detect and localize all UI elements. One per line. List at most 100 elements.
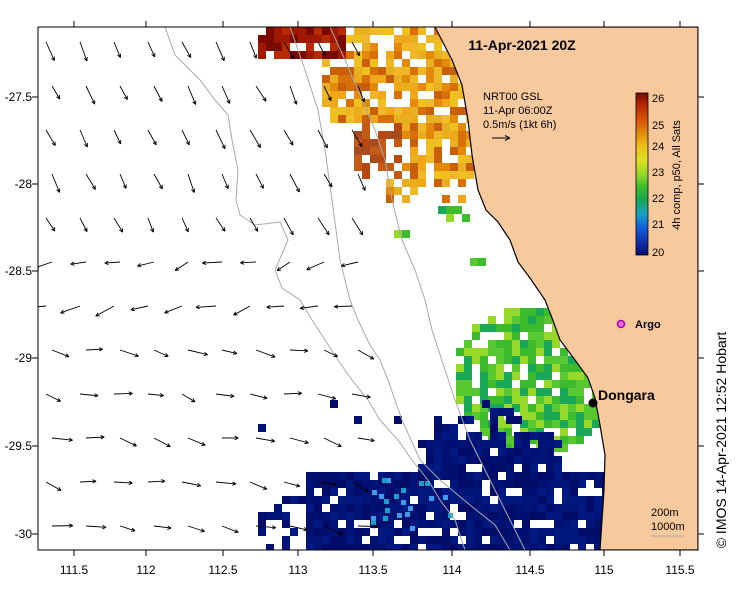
sst-pixel [578, 536, 586, 544]
current-arrow-head [196, 482, 202, 488]
y-tick-label: -28.5 [5, 264, 33, 278]
sst-pixel [354, 91, 362, 99]
sst-pixel [362, 147, 370, 155]
town-dot-icon[interactable] [588, 398, 598, 408]
sst-pixel [466, 528, 474, 536]
sst-pixel [426, 448, 434, 456]
sst-pixel [576, 372, 584, 380]
sst-pixel [562, 496, 570, 504]
sst-pixel [568, 420, 576, 428]
current-arrow [137, 261, 155, 267]
x-tick-label: 114 [442, 563, 461, 577]
sst-pixel [552, 420, 560, 428]
sst-pixel [560, 348, 568, 356]
argo-icon[interactable] [616, 319, 626, 329]
sst-pixel [528, 308, 536, 316]
sst-pixel [592, 420, 600, 428]
argo-marker[interactable]: Argo [616, 319, 661, 331]
current-arrow-head [185, 140, 190, 146]
sst-pixel [362, 544, 370, 550]
sst-pixel [434, 83, 442, 91]
x-tick-label: 115.5 [665, 563, 694, 577]
sst-pixel [520, 396, 528, 404]
sst-pixel [594, 512, 602, 520]
sst-pixel [488, 364, 496, 372]
current-arrow [249, 393, 268, 399]
sst-pixel [346, 528, 354, 536]
sst-pixel [466, 496, 474, 504]
sst-pixel [554, 504, 562, 512]
sst-pixel [594, 480, 602, 488]
sst-pixel [560, 364, 568, 372]
sst-pixel [402, 27, 410, 35]
current-arrow [51, 437, 73, 441]
current-arrow [79, 41, 88, 62]
sst-pixel [370, 27, 378, 35]
sst-pixel [330, 520, 338, 528]
sst-pixel [474, 488, 482, 496]
sst-pixel [498, 496, 506, 504]
current-arrow-head [200, 528, 205, 533]
sst-pixel [306, 536, 314, 544]
annotation-time: 11-Apr 06:00Z [483, 105, 553, 117]
sst-pixel [504, 308, 512, 316]
sst-pixel [528, 324, 536, 332]
sst-pixel [514, 472, 522, 480]
sst-pixel [544, 308, 552, 316]
sst-pixel [536, 372, 544, 380]
sst-pixel [362, 504, 370, 512]
sst-pixel [402, 520, 410, 528]
sst-pixel [544, 380, 552, 388]
sst-pixel [562, 528, 570, 536]
sst-pixel [330, 99, 338, 107]
current-arrow-head [201, 441, 206, 446]
sst-pixel [514, 440, 522, 448]
sst-pixel [498, 408, 506, 416]
sst-pixel [314, 51, 322, 59]
sst-pixel [410, 544, 418, 550]
current-arrow [147, 480, 166, 483]
sst-pixel [474, 440, 482, 448]
sst-pixel [480, 420, 488, 428]
sst-pixel [442, 171, 450, 179]
sst-pixel [506, 520, 514, 528]
sst-pixel [514, 480, 522, 488]
sst-pixel [338, 496, 346, 504]
sst-pixel [490, 544, 498, 550]
sst-pixel [378, 536, 386, 544]
current-arrow [334, 305, 353, 308]
sst-pixel [472, 412, 480, 420]
sst-pixel [546, 432, 554, 440]
sst-pixel [442, 91, 450, 99]
sst-pixel [298, 35, 306, 43]
current-arrow-head [370, 438, 375, 443]
sst-pixel [386, 512, 394, 520]
current-vectors [38, 41, 378, 536]
current-arrow [60, 305, 81, 314]
current-arrow [317, 217, 330, 236]
sst-pixel [450, 67, 458, 75]
sst-pixel [314, 27, 322, 35]
sst-pixel [322, 35, 330, 43]
sst-pixel [584, 404, 592, 412]
sst-pixel [362, 83, 370, 91]
dongara-marker[interactable]: Dongara [588, 387, 656, 408]
sst-pixel [536, 404, 544, 412]
sst-pixel [562, 512, 570, 520]
sst-pixel [378, 520, 386, 528]
current-arrow-head [137, 263, 142, 268]
sst-pixel [371, 520, 376, 525]
current-arrow-head [83, 56, 88, 62]
sst-pixel [456, 396, 464, 404]
sst-pixel [450, 107, 458, 115]
sst-pixel [536, 324, 544, 332]
sst-pixel [386, 115, 394, 123]
sst-pixel [450, 536, 458, 544]
sst-pixel [346, 496, 354, 504]
sst-pixel [314, 512, 322, 520]
sst-pixel [434, 43, 442, 51]
sst-pixel [258, 43, 266, 51]
sst-pixel [442, 424, 450, 432]
current-arrow [249, 129, 261, 148]
current-arrow [215, 481, 237, 485]
